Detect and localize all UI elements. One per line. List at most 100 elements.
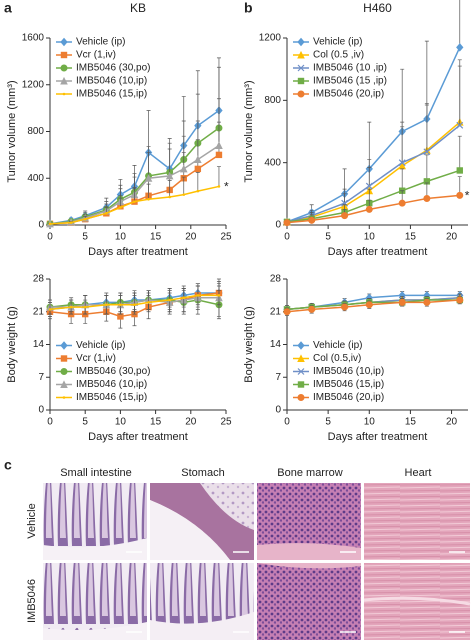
legend-label: Vehicle (ip) <box>76 37 125 48</box>
error-bar <box>367 159 372 187</box>
marker <box>83 305 87 309</box>
tissue-edge <box>150 612 254 640</box>
error-bar <box>195 172 200 192</box>
legend-label: IMB5046 (20,ip) <box>313 89 384 100</box>
x-tick-label: 10 <box>115 417 127 428</box>
x-tick-label: 10 <box>115 232 127 243</box>
error-bar <box>400 168 405 191</box>
marker <box>365 205 373 213</box>
marker <box>365 182 373 190</box>
x-tick-label: 15 <box>405 417 417 428</box>
marker <box>341 303 349 311</box>
legend-marker <box>297 37 305 47</box>
micrographs <box>43 483 471 640</box>
y-tick-label: 0 <box>275 405 281 416</box>
tissue-edge <box>43 538 147 560</box>
y-axis-label: Body weight (g) <box>6 306 18 382</box>
x-tick-label: 25 <box>220 417 232 428</box>
y-tick-label: 14 <box>270 339 282 350</box>
y-tick-label: 400 <box>264 157 281 168</box>
y-tick-label: 0 <box>38 220 44 231</box>
x-tick-label: 15 <box>150 232 162 243</box>
error-bar <box>195 120 200 160</box>
marker <box>423 298 431 306</box>
x-tick-label: 5 <box>325 232 331 243</box>
scale-bars <box>126 551 465 633</box>
marker <box>133 200 136 203</box>
legend-label: Col (0.5,iv) <box>313 353 361 364</box>
marker <box>119 206 122 209</box>
y-tick-label: 0 <box>275 220 281 231</box>
y-tick-label: 21 <box>270 306 282 317</box>
legend-label: Vehicle (ip) <box>313 37 362 48</box>
y-tick-label: 21 <box>33 306 45 317</box>
marker <box>196 294 200 297</box>
x-tick-label: 20 <box>446 232 458 243</box>
marker <box>283 219 291 227</box>
error-bar <box>146 110 151 153</box>
marker <box>365 301 373 309</box>
marker <box>283 308 291 316</box>
panel-label: a <box>4 0 12 16</box>
marker <box>217 185 221 188</box>
legend-marker <box>60 355 68 362</box>
y-tick-label: 14 <box>33 339 45 350</box>
error-bar <box>181 176 186 195</box>
x-tick-label: 15 <box>150 417 162 428</box>
histology-panel: Small intestine Stomach Bone marrow Hear… <box>26 467 471 640</box>
marker <box>423 148 431 156</box>
y-tick-label: 800 <box>27 126 44 137</box>
micrograph <box>364 483 470 560</box>
marker <box>83 217 87 221</box>
legend-marker <box>297 50 305 59</box>
column-label: Small intestine <box>60 467 132 479</box>
chart: H460 0 400 800 1200 0 5 10 15 20 Days after treatm… <box>243 0 470 258</box>
series <box>283 0 464 227</box>
marker <box>341 199 349 207</box>
panel-label: c <box>4 457 12 473</box>
series-line <box>286 124 461 223</box>
y-tick-label: 1200 <box>22 79 45 90</box>
legend-label: IMB5046 (10,ip) <box>76 76 147 87</box>
y-axis-label: Body weight (g) <box>243 306 255 382</box>
marker <box>456 191 464 199</box>
marker <box>168 298 171 302</box>
error-bar <box>146 183 151 200</box>
legend-marker <box>297 394 305 401</box>
x-tick-label: 5 <box>82 232 88 243</box>
chart: 0 7 14 21 28 0 5 10 15 20 25 Days after treatment Bo… <box>6 274 232 443</box>
marker <box>144 174 153 182</box>
legend-marker <box>297 341 305 350</box>
x-axis-label: Days after treatment <box>88 246 188 258</box>
y-axis-label: Tumor volume (mm³) <box>243 80 255 182</box>
legend-label: IMB5046 (10,ip) <box>76 379 147 390</box>
y-tick-label: 7 <box>38 372 44 383</box>
marker <box>398 199 406 207</box>
legend-label: Vcr (1,iv) <box>76 50 116 61</box>
legend: Vehicle (ip) Col (0.5,iv) IMB5046 (10,ip) I… <box>293 340 384 403</box>
error-bar <box>132 188 137 202</box>
legend-marker <box>297 77 305 85</box>
marker <box>48 308 52 311</box>
column-label: Bone marrow <box>277 467 342 479</box>
legend-marker <box>60 37 68 47</box>
legend: Vehicle (ip) Vcr (1,iv) IMB5046 (30,po) IMB… <box>56 37 151 100</box>
annotation: * <box>465 189 470 203</box>
y-tick-label: 1200 <box>259 33 282 44</box>
x-tick-label: 20 <box>185 232 197 243</box>
legend-marker <box>297 354 305 362</box>
legend-marker <box>60 380 68 388</box>
chart-title: H460 <box>363 1 392 15</box>
y-axis-label: Tumor volume (mm³) <box>6 80 18 182</box>
marker <box>133 303 136 307</box>
x-tick-label: 15 <box>405 232 417 243</box>
marker <box>215 151 223 159</box>
marker <box>194 155 202 164</box>
legend-label: IMB5046 (15,ip) <box>76 392 147 403</box>
error-bar <box>424 104 429 152</box>
legend-label: Vcr (1,iv) <box>76 353 116 364</box>
x-tick-label: 20 <box>185 417 197 428</box>
x-axis-label: Days after treatment <box>88 431 188 443</box>
legend-label: IMB5046 (15,ip) <box>313 379 384 390</box>
x-tick-label: 5 <box>325 417 331 428</box>
